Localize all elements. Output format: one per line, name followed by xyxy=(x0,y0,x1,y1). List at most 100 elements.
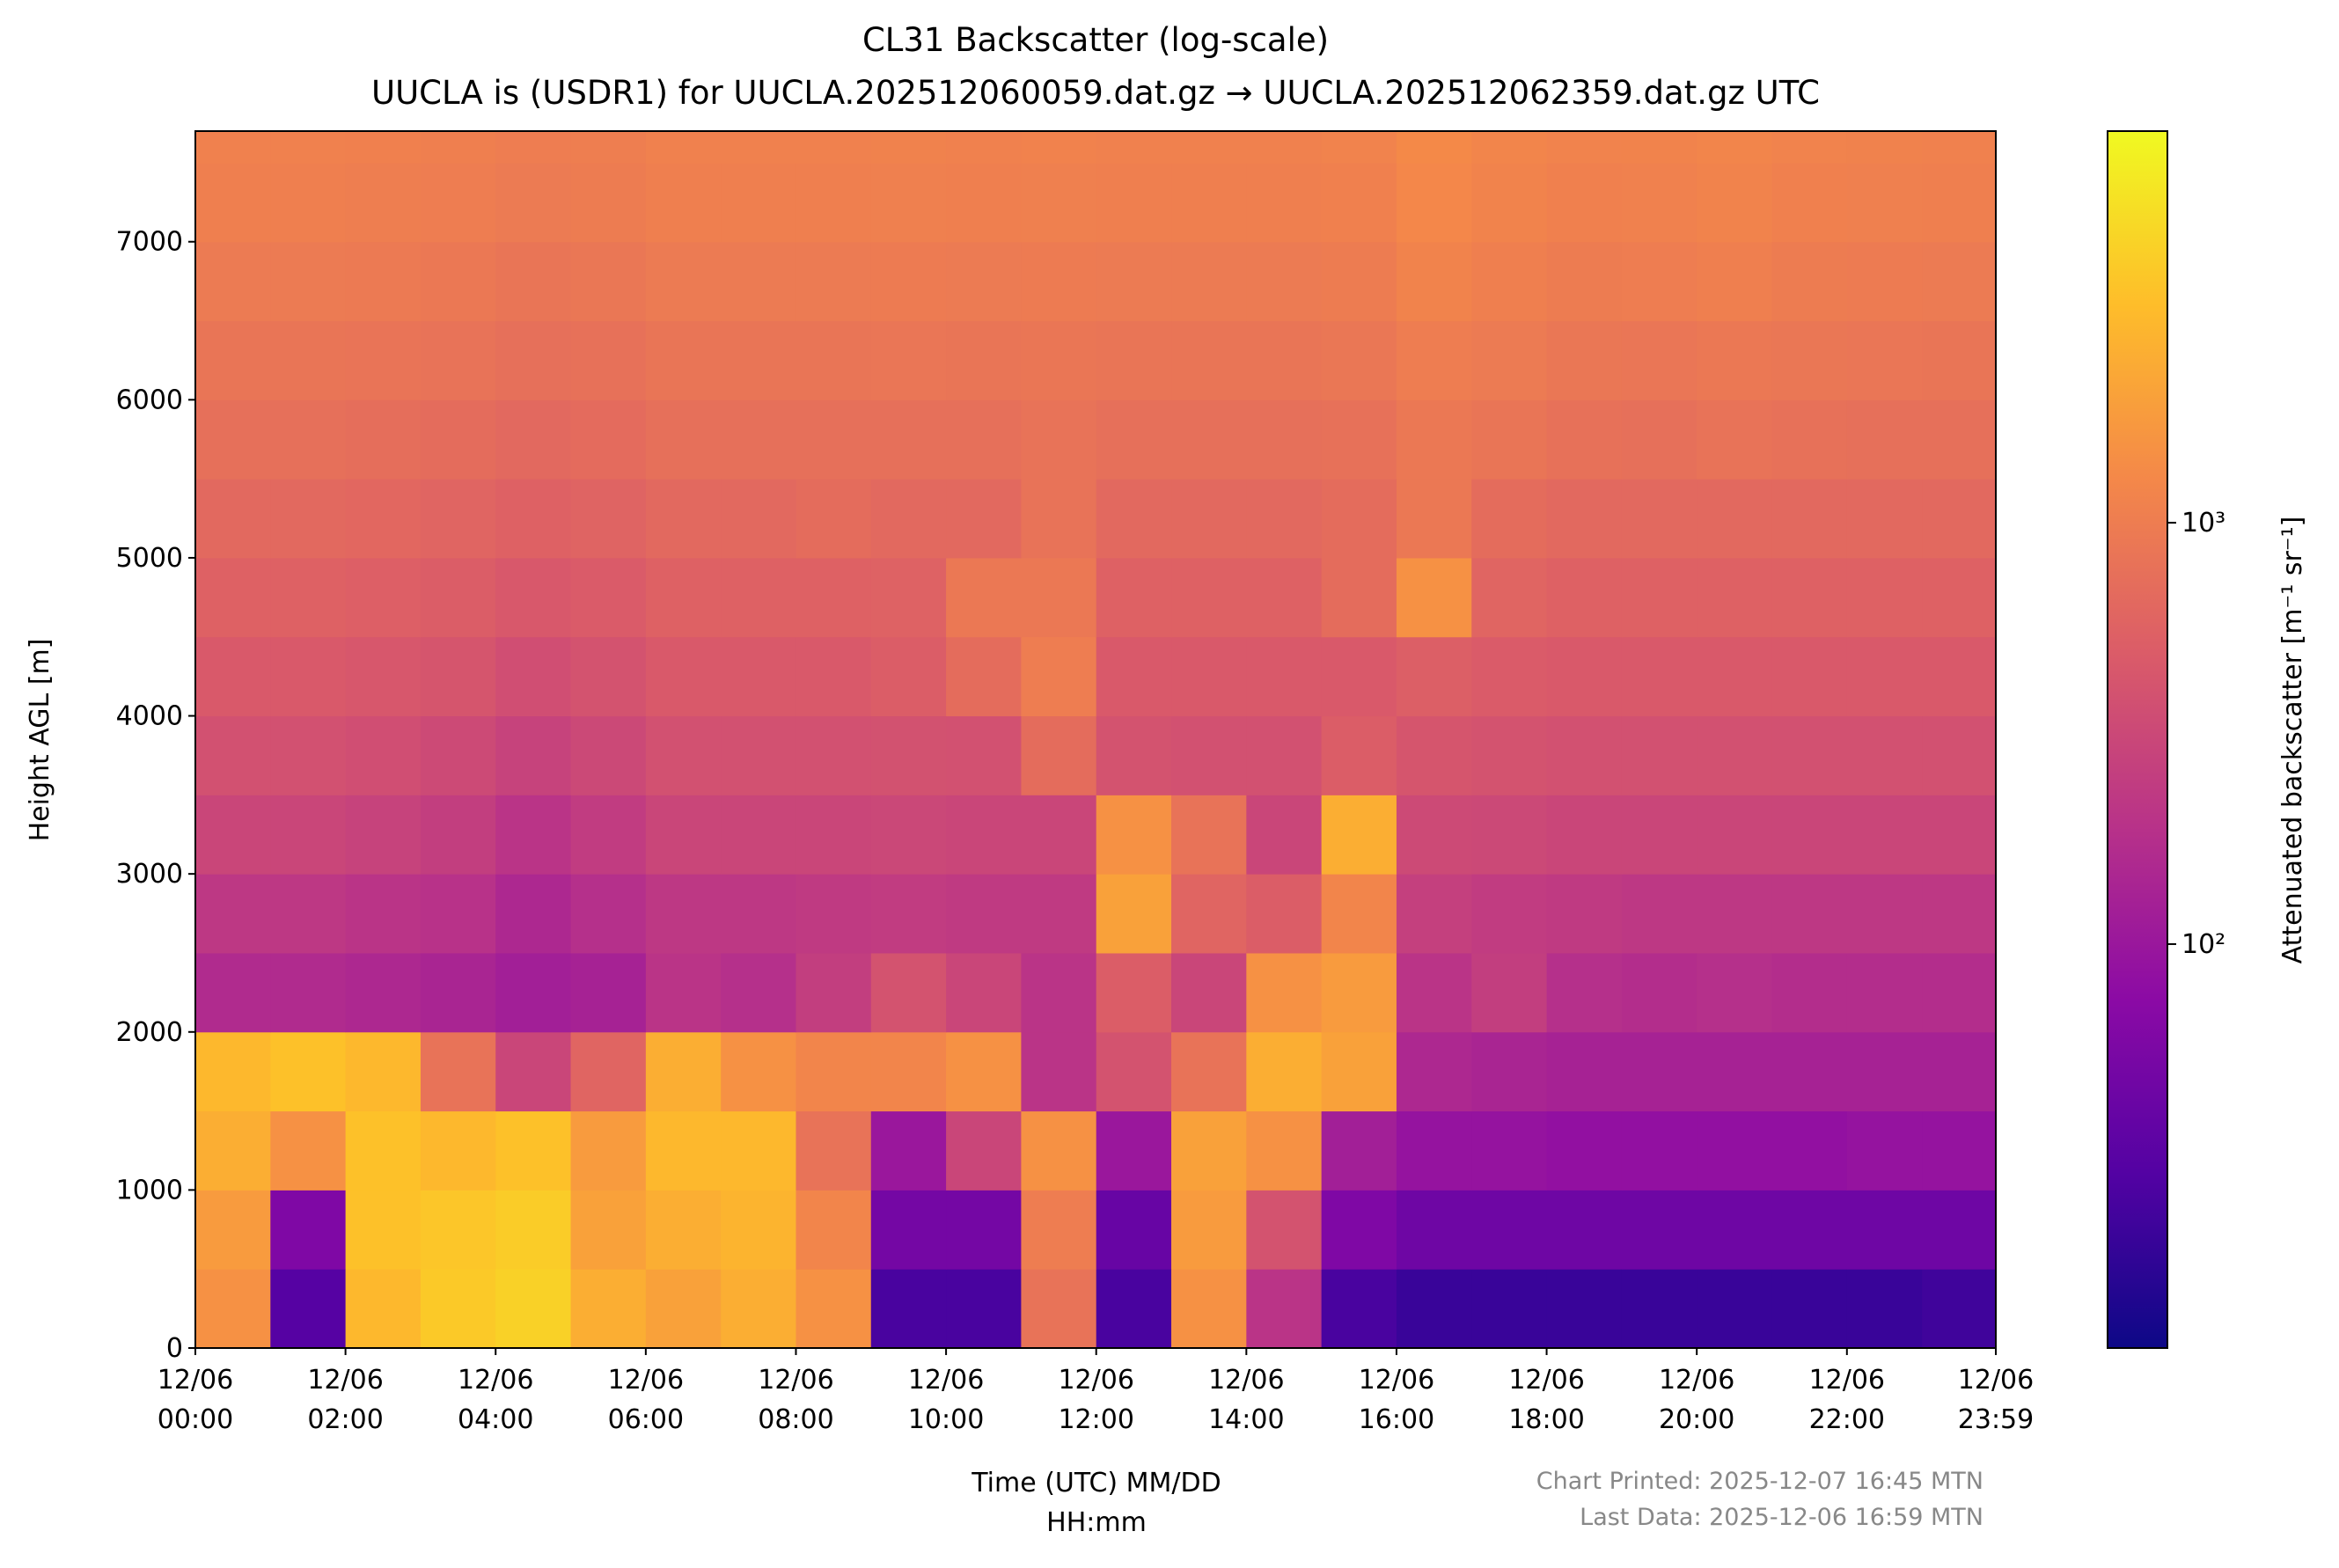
heatmap-cell xyxy=(645,1110,722,1191)
heatmap-cell xyxy=(1396,1269,1472,1348)
heatmap-cell xyxy=(195,795,271,875)
heatmap-cell xyxy=(946,636,1022,717)
heatmap-cell xyxy=(796,479,872,559)
heatmap-cell xyxy=(1471,557,1548,638)
heatmap-cell xyxy=(570,1269,647,1348)
heatmap-cell xyxy=(796,320,872,400)
heatmap-cell xyxy=(1771,479,1848,559)
heatmap-cell xyxy=(1922,952,1996,1033)
heatmap-cell xyxy=(1171,479,1247,559)
heatmap-cell xyxy=(870,1269,947,1348)
heatmap-cell xyxy=(1246,320,1323,400)
heatmap-cell xyxy=(1171,131,1247,164)
heatmap-cell xyxy=(1096,320,1172,400)
heatmap-cell xyxy=(946,131,1022,164)
heatmap-cell xyxy=(1771,399,1848,480)
heatmap-cell xyxy=(1846,399,1923,480)
heatmap-cell xyxy=(195,131,271,164)
heatmap-cell xyxy=(1697,479,1772,559)
heatmap-cell xyxy=(345,1190,422,1270)
heatmap-cell xyxy=(1021,479,1097,559)
heatmap-cell xyxy=(1396,1110,1472,1191)
heatmap-cell xyxy=(420,241,496,322)
heatmap-cell xyxy=(195,399,271,480)
heatmap-cell xyxy=(1621,479,1697,559)
heatmap-cell xyxy=(1621,636,1697,717)
heatmap-cell xyxy=(495,795,572,875)
heatmap-cell xyxy=(1771,162,1848,243)
heatmap-cell xyxy=(1846,479,1923,559)
heatmap-cell xyxy=(570,241,647,322)
heatmap-cell xyxy=(1096,479,1172,559)
heatmap-cell xyxy=(870,795,947,875)
heatmap-cell xyxy=(1321,795,1397,875)
y-tick-label: 4000 xyxy=(116,701,183,732)
heatmap-cell xyxy=(1096,874,1172,954)
heatmap-cell xyxy=(1471,241,1548,322)
heatmap-cell xyxy=(1246,162,1323,243)
heatmap-cell xyxy=(796,874,872,954)
heatmap-cell xyxy=(1096,952,1172,1033)
heatmap-cell xyxy=(270,715,347,795)
heatmap-cell xyxy=(1471,1110,1548,1191)
heatmap-cell xyxy=(1621,1031,1697,1112)
heatmap-cell xyxy=(721,636,796,717)
heatmap-cell xyxy=(870,241,947,322)
heatmap-cell xyxy=(1246,557,1323,638)
heatmap-cell xyxy=(1846,1110,1923,1191)
heatmap-cell xyxy=(420,1031,496,1112)
heatmap-cell xyxy=(1171,1269,1247,1348)
heatmap-cell xyxy=(1922,241,1996,322)
heatmap-cell xyxy=(1021,952,1097,1033)
heatmap-cell xyxy=(345,1110,422,1191)
heatmap-cell xyxy=(270,795,347,875)
heatmap-cell xyxy=(1471,795,1548,875)
heatmap-cell xyxy=(495,131,572,164)
heatmap-cell xyxy=(645,1269,722,1348)
heatmap-cell xyxy=(1096,399,1172,480)
heatmap-cell xyxy=(721,1190,796,1270)
heatmap-cell xyxy=(645,636,722,717)
heatmap-cell xyxy=(1546,131,1623,164)
heatmap-cell xyxy=(1922,131,1996,164)
heatmap-cell xyxy=(195,1110,271,1191)
heatmap-cell xyxy=(1321,874,1397,954)
heatmap-cell xyxy=(1096,162,1172,243)
heatmap-cell xyxy=(1771,952,1848,1033)
heatmap-cell xyxy=(946,715,1022,795)
heatmap-cell xyxy=(870,162,947,243)
heatmap-cell xyxy=(1621,162,1697,243)
heatmap-cell xyxy=(1246,399,1323,480)
heatmap-cell xyxy=(1546,162,1623,243)
heatmap-cell xyxy=(195,636,271,717)
heatmap-cell xyxy=(1246,1190,1323,1270)
heatmap-cell xyxy=(1171,952,1247,1033)
heatmap-cell xyxy=(1846,320,1923,400)
heatmap-cell xyxy=(946,1190,1022,1270)
heatmap-cell xyxy=(195,241,271,322)
heatmap-cell xyxy=(270,636,347,717)
heatmap-cell xyxy=(195,557,271,638)
heatmap-cell xyxy=(1771,636,1848,717)
heatmap-cell xyxy=(195,320,271,400)
heatmap-cell xyxy=(345,479,422,559)
heatmap-cell xyxy=(270,131,347,164)
heatmap-cell xyxy=(870,715,947,795)
heatmap-cell xyxy=(721,715,796,795)
heatmap-cell xyxy=(570,320,647,400)
heatmap-cell xyxy=(195,1190,271,1270)
heatmap-cell xyxy=(946,1269,1022,1348)
heatmap-cell xyxy=(1396,1031,1472,1112)
heatmap-cell xyxy=(1471,715,1548,795)
heatmap-cell xyxy=(345,1031,422,1112)
heatmap-cell xyxy=(1171,162,1247,243)
heatmap-cell xyxy=(1096,715,1172,795)
heatmap-cell xyxy=(645,1031,722,1112)
heatmap-cell xyxy=(1846,715,1923,795)
x-tick-label: 12/06 06:00 xyxy=(608,1365,684,1435)
x-tick-label: 12/06 18:00 xyxy=(1508,1365,1584,1435)
heatmap-cell xyxy=(1021,1031,1097,1112)
heatmap-cell xyxy=(1697,874,1772,954)
heatmap-cell xyxy=(721,874,796,954)
heatmap-cell xyxy=(1846,874,1923,954)
